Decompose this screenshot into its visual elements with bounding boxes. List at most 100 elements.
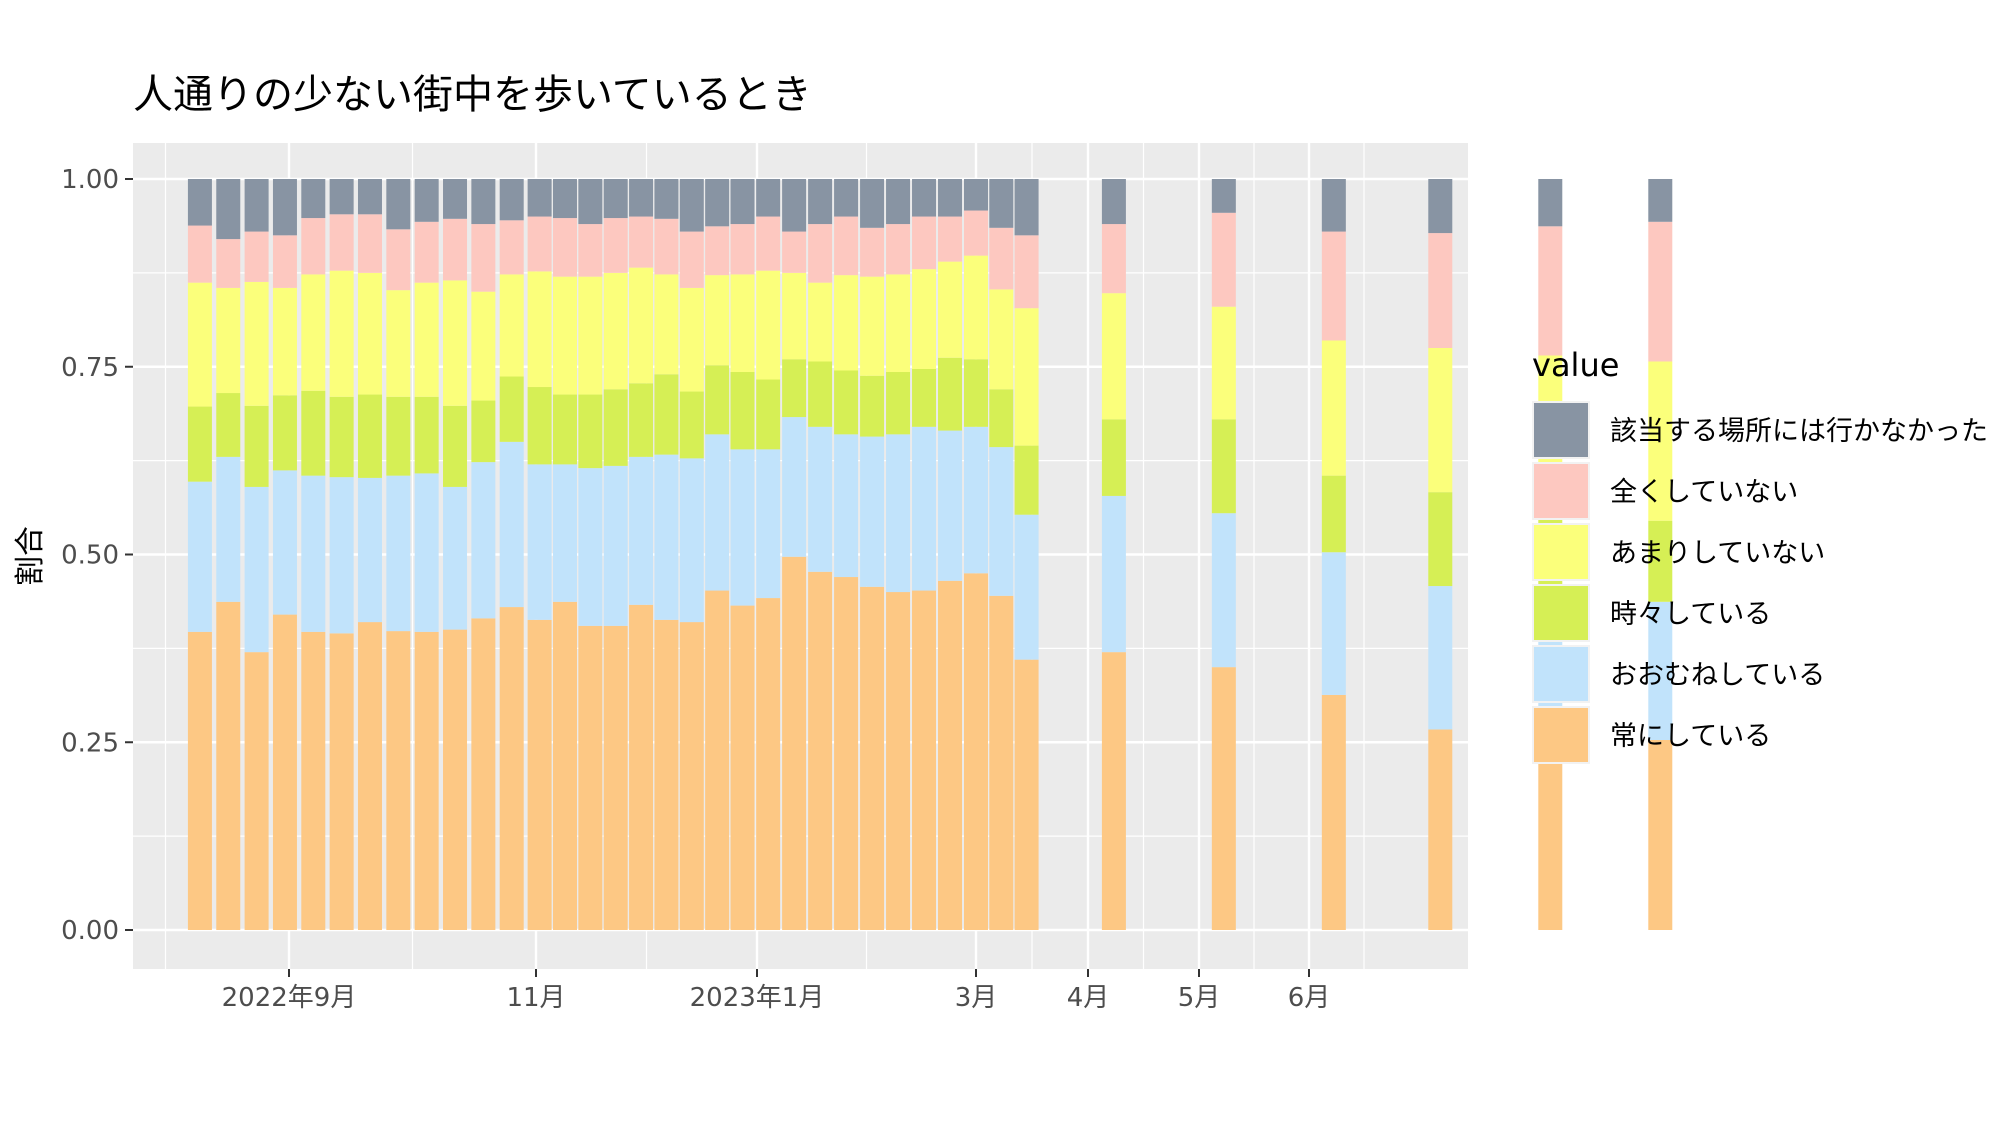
bar-segment-1 bbox=[912, 590, 937, 930]
bar-segment-4 bbox=[301, 274, 326, 391]
bar-segment-2 bbox=[730, 449, 755, 606]
bar-segment-6 bbox=[730, 179, 755, 225]
bar-segment-5 bbox=[527, 216, 552, 272]
bar-segment-5 bbox=[357, 214, 382, 273]
bar-segment-1 bbox=[578, 625, 603, 930]
bar-segment-2 bbox=[357, 477, 382, 623]
bar-segment-3 bbox=[414, 396, 439, 474]
bar-segment-4 bbox=[216, 287, 241, 394]
legend-label: 常にしている bbox=[1610, 721, 1771, 752]
bar-segment-4 bbox=[471, 291, 496, 401]
bar-stack bbox=[244, 179, 269, 930]
bar-segment-1 bbox=[552, 601, 577, 930]
bar-segment-4 bbox=[1648, 361, 1673, 521]
bar-stack bbox=[527, 179, 552, 930]
bar-stack bbox=[187, 179, 212, 930]
bar-segment-6 bbox=[414, 179, 439, 222]
legend-item: おおむねしている bbox=[1532, 645, 1825, 703]
bar-segment-3 bbox=[834, 370, 859, 435]
bar-stack bbox=[1321, 179, 1346, 930]
bar-segment-3 bbox=[578, 394, 603, 469]
bar-segment-3 bbox=[938, 357, 963, 431]
bar-stack bbox=[679, 179, 704, 930]
bar-segment-2 bbox=[1428, 586, 1453, 730]
bar-segment-1 bbox=[499, 607, 524, 930]
bar-segment-2 bbox=[834, 434, 859, 578]
bar-segment-6 bbox=[301, 179, 326, 219]
bar-segment-5 bbox=[730, 224, 755, 275]
legend-swatch bbox=[1534, 647, 1588, 701]
bar-stack bbox=[834, 179, 859, 930]
bar-segment-5 bbox=[808, 224, 833, 283]
bar-stack bbox=[499, 179, 524, 930]
bar-segment-5 bbox=[629, 216, 654, 268]
bar-segment-4 bbox=[654, 274, 679, 375]
bar-segment-6 bbox=[244, 179, 269, 232]
bar-segment-6 bbox=[329, 179, 354, 215]
bar-segment-4 bbox=[329, 270, 354, 397]
bar-segment-2 bbox=[1101, 495, 1126, 653]
bar-segment-5 bbox=[552, 218, 577, 277]
bar-segment-6 bbox=[782, 179, 807, 232]
bar-segment-5 bbox=[499, 220, 524, 275]
bar-segment-6 bbox=[1101, 179, 1126, 225]
bar-stack bbox=[357, 179, 382, 930]
bar-stack bbox=[1014, 179, 1039, 930]
bar-segment-4 bbox=[834, 275, 859, 371]
legend-swatch bbox=[1534, 586, 1588, 640]
bar-segment-6 bbox=[1538, 179, 1563, 227]
bar-segment-1 bbox=[1428, 729, 1453, 930]
bar-segment-6 bbox=[938, 179, 963, 217]
bar-segment-4 bbox=[1211, 306, 1236, 420]
bar-segment-5 bbox=[414, 221, 439, 283]
bar-segment-1 bbox=[756, 598, 781, 930]
bar-segment-4 bbox=[1321, 340, 1346, 476]
bar-segment-4 bbox=[386, 290, 411, 397]
bar-segment-5 bbox=[272, 235, 297, 288]
bar-segment-2 bbox=[808, 426, 833, 572]
bar-segment-2 bbox=[187, 481, 212, 632]
bar-segment-2 bbox=[1014, 514, 1039, 660]
y-tick-label: 0.75 bbox=[61, 353, 119, 383]
bar-stack bbox=[443, 179, 468, 930]
bar-segment-4 bbox=[244, 281, 269, 406]
bar-segment-5 bbox=[1321, 231, 1346, 341]
legend-label: おおむねしている bbox=[1610, 660, 1825, 691]
bar-segment-5 bbox=[1211, 212, 1236, 307]
bar-segment-1 bbox=[357, 622, 382, 930]
bar-segment-1 bbox=[629, 604, 654, 930]
bar-segment-3 bbox=[730, 372, 755, 450]
bar-segment-6 bbox=[386, 179, 411, 230]
bar-segment-3 bbox=[552, 394, 577, 465]
bar-segment-4 bbox=[187, 282, 212, 407]
bar-segment-5 bbox=[1101, 224, 1126, 294]
bar-segment-5 bbox=[989, 227, 1014, 290]
bar-stack bbox=[730, 179, 755, 930]
legend-label: あまりしていない bbox=[1610, 538, 1825, 569]
bar-segment-4 bbox=[938, 261, 963, 358]
bar-segment-6 bbox=[860, 179, 885, 228]
bar-segment-1 bbox=[679, 622, 704, 930]
bar-segment-3 bbox=[471, 400, 496, 463]
bar-segment-5 bbox=[216, 239, 241, 288]
legend-label: 全くしていない bbox=[1610, 477, 1798, 508]
legend-swatch bbox=[1534, 464, 1588, 518]
x-tick-label: 6月 bbox=[1288, 983, 1331, 1013]
bar-segment-2 bbox=[329, 477, 354, 634]
bar-segment-3 bbox=[912, 369, 937, 427]
legend-swatch bbox=[1534, 525, 1588, 579]
bar-segment-3 bbox=[1321, 475, 1346, 553]
bar-segment-3 bbox=[1648, 520, 1673, 602]
legend-item: 該当する場所には行かなかった bbox=[1532, 401, 1988, 459]
bar-segment-6 bbox=[886, 179, 911, 225]
legend-item: 全くしていない bbox=[1532, 462, 1798, 520]
bar-stack bbox=[216, 179, 241, 930]
bar-segment-6 bbox=[443, 179, 468, 219]
x-tick-label: 11月 bbox=[506, 983, 565, 1013]
bar-stack bbox=[654, 179, 679, 930]
bar-stack bbox=[1648, 179, 1673, 930]
bar-segment-6 bbox=[756, 179, 781, 217]
chart-title: 人通りの少ない街中を歩いているとき bbox=[133, 72, 812, 118]
bar-segment-3 bbox=[443, 405, 468, 487]
